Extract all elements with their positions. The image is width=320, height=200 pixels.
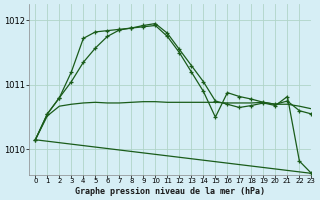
X-axis label: Graphe pression niveau de la mer (hPa): Graphe pression niveau de la mer (hPa) [76, 187, 265, 196]
